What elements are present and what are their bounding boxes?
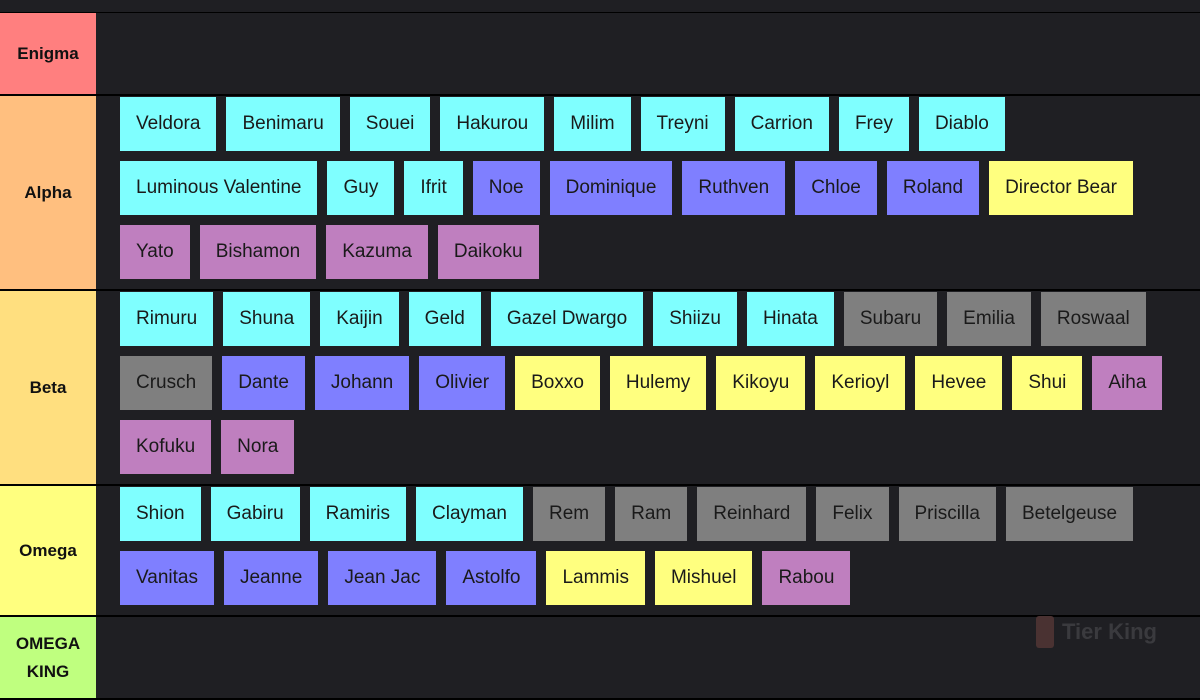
item-line: Rimuru Shuna Kaijin Geld Gazel Dwargo Shiizu H… [120,292,1200,346]
tier-item[interactable]: Shui [1012,356,1083,410]
tier-item[interactable]: Clayman [416,487,524,541]
tier-item[interactable]: Shiizu [653,292,737,346]
tier-item[interactable]: Kaijin [320,292,399,346]
tier-item[interactable]: Daikoku [437,225,539,279]
tier-item[interactable]: Betelgeuse [1005,487,1134,541]
tier-item[interactable]: Jean Jac [328,551,437,605]
tier-item[interactable]: Felix [816,487,889,541]
tier-item[interactable]: Ruthven [682,161,786,215]
tier-label[interactable]: Beta [0,291,96,484]
tier-items: Shion Gabiru Ramiris Clayman Rem Ram Reinhard F… [96,486,1200,615]
tier-label[interactable]: Omega [0,486,96,615]
tier-item[interactable]: Luminous Valentine [120,161,318,215]
tier-row: OMEGA KING [0,617,1200,700]
tier-item[interactable]: Gazel Dwargo [490,292,644,346]
tier-item[interactable]: Benimaru [226,97,340,151]
tier-item[interactable]: Shion [120,487,201,541]
tier-item[interactable]: Milim [554,97,631,151]
tier-item[interactable]: Geld [408,292,481,346]
tier-item[interactable]: Astolfo [446,551,537,605]
tier-item[interactable]: Crusch [120,356,213,410]
tier-items: Rimuru Shuna Kaijin Geld Gazel Dwargo Shiizu H… [96,291,1200,484]
tier-item[interactable]: Kikoyu [716,356,806,410]
tier-item[interactable]: Johann [314,356,410,410]
logo-icon [1036,616,1054,648]
tier-item[interactable]: Priscilla [898,487,996,541]
tier-item[interactable]: Reinhard [697,487,807,541]
tier-item[interactable]: Dominique [549,161,673,215]
tier-item[interactable]: Frey [838,97,909,151]
tier-item[interactable]: Rabou [762,551,851,605]
tier-item[interactable]: Hakurou [440,97,545,151]
tier-item[interactable]: Nora [221,420,295,474]
tier-item[interactable]: Ramiris [309,487,407,541]
tier-item[interactable]: Hevee [915,356,1003,410]
tier-item[interactable]: Emilia [947,292,1031,346]
watermark: Tier King [1036,616,1157,648]
tier-item[interactable]: Subaru [843,292,938,346]
tier-item[interactable]: Carrion [734,97,829,151]
tier-item[interactable]: Director Bear [989,161,1133,215]
tier-item[interactable]: Kofuku [120,420,212,474]
item-line: Yato Bishamon Kazuma Daikoku [120,225,1200,279]
tier-label[interactable]: Alpha [0,96,96,289]
tier-item[interactable]: Souei [349,97,431,151]
tier-items [96,13,1200,94]
tier-item[interactable]: Rimuru [120,292,214,346]
tier-label[interactable]: Enigma [0,13,96,94]
watermark-text: Tier King [1062,619,1157,644]
tier-item[interactable]: Aiha [1092,356,1163,410]
tier-item[interactable]: Jeanne [223,551,319,605]
tier-item[interactable]: Rem [533,487,606,541]
tier-item[interactable]: Bishamon [199,225,317,279]
tier-item[interactable]: Guy [327,161,395,215]
tier-item[interactable]: Shuna [223,292,311,346]
tier-item[interactable]: Roland [886,161,980,215]
item-line: Vanitas Jeanne Jean Jac Astolfo Lammis Mishue… [120,551,1200,605]
item-line: Kofuku Nora [120,420,1200,474]
tier-label[interactable]: OMEGA KING [0,617,96,698]
tier-item[interactable]: Mishuel [654,551,753,605]
tier-item[interactable]: Olivier [419,356,506,410]
tier-item[interactable]: Hinata [746,292,834,346]
tier-item[interactable]: Yato [120,225,190,279]
item-line: Luminous Valentine Guy Ifrit Noe Dominique Ru… [120,161,1200,215]
tier-item[interactable]: Diablo [918,97,1005,151]
tier-items [96,617,1200,698]
tier-item[interactable]: Kazuma [326,225,428,279]
tier-item[interactable]: Gabiru [210,487,300,541]
tier-item[interactable]: Vanitas [120,551,214,605]
tier-row: Beta Rimuru Shuna Kaijin Geld Gazel Dwargo Shi… [0,291,1200,486]
tier-item[interactable]: Veldora [120,97,217,151]
item-line: Crusch Dante Johann Olivier Boxxo Hulemy Kikoy… [120,356,1200,410]
tier-item[interactable]: Dante [222,356,305,410]
tier-item[interactable]: Treyni [640,97,725,151]
page: Enigma Alpha Veldora Benimaru Souei Hakurou Mi… [0,12,1200,700]
tier-item[interactable]: Chloe [795,161,877,215]
item-line: Shion Gabiru Ramiris Clayman Rem Ram Reinhard F… [120,487,1200,541]
tier-item[interactable]: Roswaal [1040,292,1146,346]
tier-row: Enigma [0,13,1200,96]
tier-item[interactable]: Hulemy [609,356,707,410]
tier-item[interactable]: Kerioyl [815,356,906,410]
tier-row: Omega Shion Gabiru Ramiris Clayman Rem Ram Rein… [0,486,1200,617]
tier-items: Veldora Benimaru Souei Hakurou Milim Treyni Ca… [96,96,1200,289]
tier-row: Alpha Veldora Benimaru Souei Hakurou Milim Tre… [0,96,1200,291]
tier-item[interactable]: Ram [615,487,688,541]
item-line: Veldora Benimaru Souei Hakurou Milim Treyni Ca… [120,97,1200,151]
tier-item[interactable]: Ifrit [404,161,463,215]
tier-board: Enigma Alpha Veldora Benimaru Souei Hakurou Mi… [0,12,1200,700]
tier-item[interactable]: Lammis [546,551,645,605]
tier-item[interactable]: Boxxo [515,356,600,410]
tier-item[interactable]: Noe [472,161,540,215]
